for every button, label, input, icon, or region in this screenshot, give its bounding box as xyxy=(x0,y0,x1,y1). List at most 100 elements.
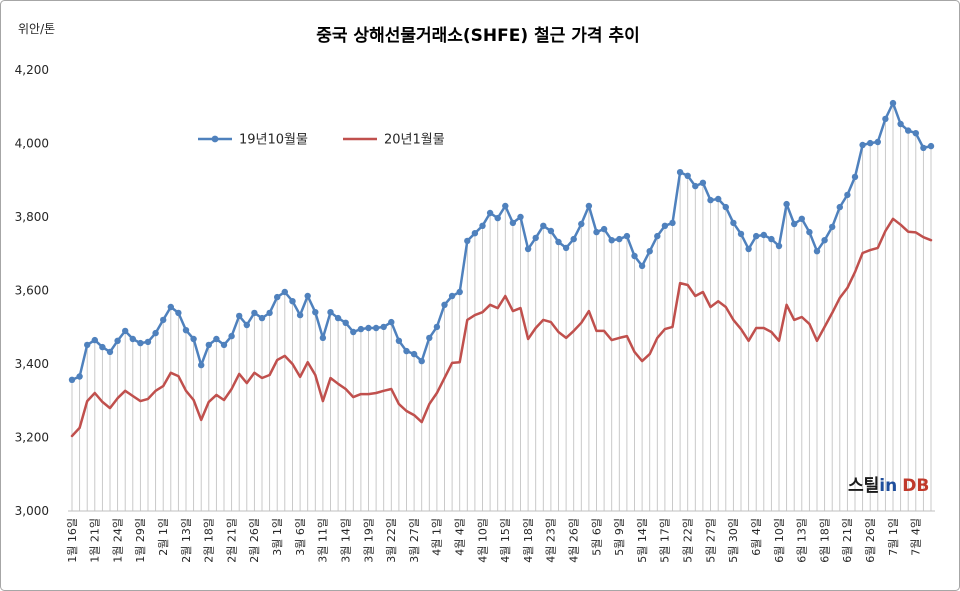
logo-text-part: DB xyxy=(902,476,929,496)
legend-label: 20년1월물 xyxy=(384,133,445,148)
series-marker-point xyxy=(327,309,334,316)
series-marker-point xyxy=(342,319,349,326)
series-marker-point xyxy=(867,139,874,147)
series-marker-point xyxy=(715,195,722,203)
series-marker-point xyxy=(753,232,760,240)
series-marker-point xyxy=(745,245,752,253)
series-marker-point xyxy=(448,292,456,300)
series-marker-point xyxy=(760,231,767,239)
series-marker-point xyxy=(616,235,623,243)
series-marker-point xyxy=(905,127,912,134)
series-marker-point xyxy=(68,376,76,383)
series-marker-point xyxy=(464,237,471,245)
series-marker-point xyxy=(494,214,501,222)
series-marker-point xyxy=(426,334,433,342)
series-marker-point xyxy=(114,337,121,344)
series-marker-point xyxy=(190,335,197,343)
y-tick-label: 3,200 xyxy=(15,431,49,445)
series-marker-point xyxy=(220,341,228,349)
x-tick-label: 5월 30일 xyxy=(726,518,740,563)
series-marker-point xyxy=(365,324,372,332)
y-tick-label: 4,000 xyxy=(15,137,49,151)
series-marker-point xyxy=(813,248,821,255)
series-20-1-line xyxy=(70,217,933,438)
x-tick-label: 1월 16일 xyxy=(65,518,79,563)
x-tick-label: 1월 24일 xyxy=(110,518,124,563)
x-tick-label: 1월 21일 xyxy=(88,518,102,563)
series-marker-point xyxy=(562,244,570,252)
series-marker-point xyxy=(669,219,676,227)
series-marker-point xyxy=(593,228,600,236)
series-marker-point xyxy=(334,314,342,322)
series-marker-point xyxy=(600,225,608,233)
y-tick-label: 3,000 xyxy=(15,504,49,518)
series-marker-point xyxy=(874,138,881,146)
x-axis: 1월 16일 1월 21일 1월 24일 1월 29일 2월 1일 2월 13일 2월 18… xyxy=(65,518,923,563)
x-tick-label: 2월 21일 xyxy=(224,518,238,563)
x-tick-label: 3월 27일 xyxy=(407,518,421,563)
x-tick-label: 6월 4일 xyxy=(749,518,763,556)
series-marker-point xyxy=(570,235,577,243)
series-marker-point xyxy=(479,222,486,229)
series-19-10-markers xyxy=(68,99,935,383)
series-marker-point xyxy=(912,130,919,137)
series-marker-point xyxy=(175,309,182,317)
series-marker-point xyxy=(198,361,205,369)
series-marker-point xyxy=(251,309,258,317)
series-marker-point xyxy=(920,144,927,152)
series-marker-point xyxy=(844,191,851,199)
series-marker-point xyxy=(236,312,243,320)
series-marker-point xyxy=(122,327,129,335)
logo-text-part: in xyxy=(879,476,897,496)
series-marker-point xyxy=(509,219,517,227)
x-tick-label: 4월 10일 xyxy=(475,518,489,563)
x-tick-label: 5월 17일 xyxy=(658,518,672,563)
series-marker-point xyxy=(418,357,425,365)
series-marker-point xyxy=(486,209,494,217)
series-marker-point xyxy=(84,341,91,349)
x-tick-label: 5월 27일 xyxy=(703,518,717,563)
series-marker-point xyxy=(350,328,357,336)
series-marker-point xyxy=(106,348,114,356)
series-marker-point xyxy=(388,318,395,326)
x-tick-label: 4월 18일 xyxy=(521,518,535,563)
series-marker-point xyxy=(517,213,524,221)
series-marker-point xyxy=(372,324,380,332)
x-tick-label: 5월 14일 xyxy=(635,518,649,563)
y-axis-unit-label: 위안/톤 xyxy=(18,22,55,36)
series-marker-point xyxy=(547,227,555,235)
series-marker-point xyxy=(730,219,737,227)
y-tick-label: 3,400 xyxy=(15,357,49,371)
x-tick-label: 1월 29일 xyxy=(133,518,147,563)
series-marker-point xyxy=(289,298,296,305)
series-marker-point xyxy=(676,169,684,176)
legend-item-19-10: 19년10월물 xyxy=(198,133,308,148)
x-tick-label: 7월 1일 xyxy=(886,518,900,556)
series-marker-point xyxy=(722,203,729,211)
series-marker-point xyxy=(266,309,273,317)
series-marker-point xyxy=(532,234,539,242)
series-marker-point xyxy=(608,237,615,244)
legend-label: 19년10월물 xyxy=(239,133,308,148)
series-marker-point xyxy=(737,230,745,238)
series-marker-point xyxy=(775,242,783,250)
series-marker-point xyxy=(91,336,99,344)
x-tick-label: 3월 22일 xyxy=(384,518,398,563)
series-marker-point xyxy=(152,329,159,337)
series-marker-point xyxy=(699,179,707,186)
x-tick-label: 6월 18일 xyxy=(817,518,831,563)
x-tick-label: 4월 26일 xyxy=(567,518,581,563)
legend: 19년10월물 20년1월물 xyxy=(198,133,445,148)
y-tick-label: 4,200 xyxy=(15,63,49,77)
series-marker-point xyxy=(296,311,304,319)
chart-title: 중국 상해선물거래소(SHFE) 철근 가격 추이 xyxy=(316,26,640,46)
series-marker-point xyxy=(502,202,509,210)
legend-marker-circle-icon xyxy=(211,135,219,143)
series-marker-point xyxy=(395,337,403,344)
x-tick-label: 3월 1일 xyxy=(270,518,284,556)
series-marker-point xyxy=(829,223,836,231)
series-marker-point xyxy=(357,325,365,333)
series-marker-point xyxy=(403,347,410,355)
series-marker-point xyxy=(859,141,866,149)
